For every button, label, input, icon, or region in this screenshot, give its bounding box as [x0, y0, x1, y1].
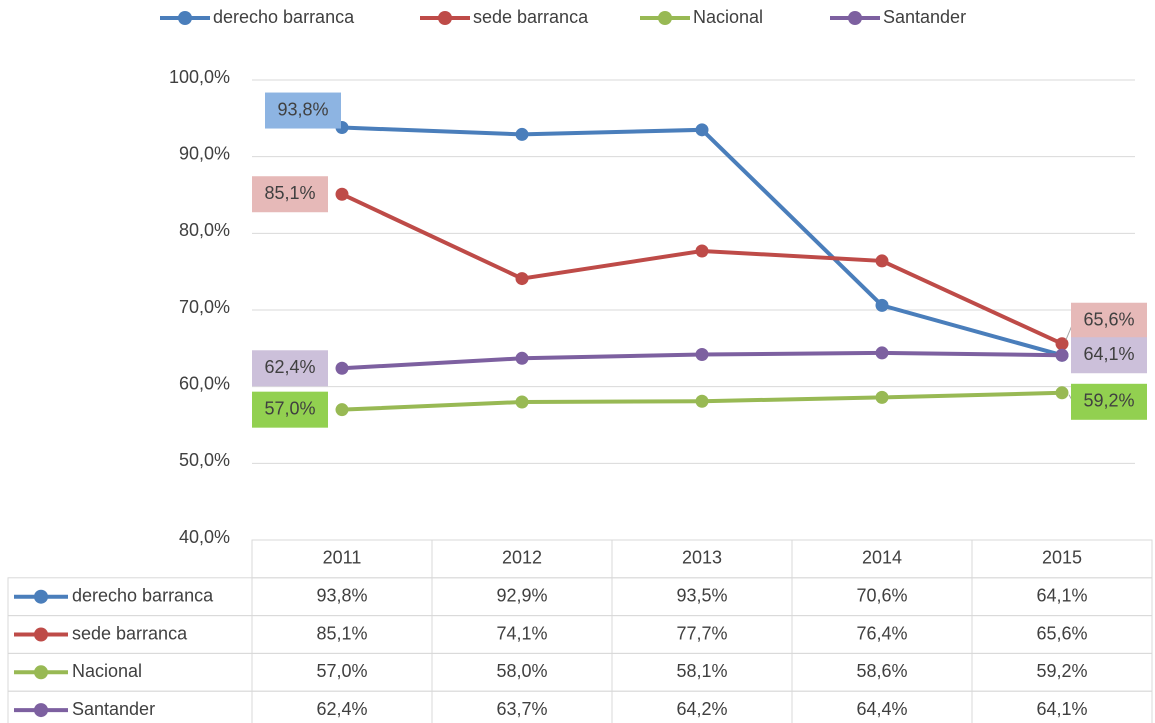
data-label: 64,1%: [1083, 344, 1134, 364]
point: [1055, 348, 1069, 362]
table-value: 58,0%: [496, 661, 547, 681]
point: [875, 254, 889, 268]
legend-label: Nacional: [693, 7, 763, 27]
data-label: 59,2%: [1083, 391, 1134, 411]
table-value: 57,0%: [316, 661, 367, 681]
y-tick-label: 100,0%: [169, 67, 230, 87]
legend-label: Santander: [883, 7, 966, 27]
point: [875, 346, 889, 360]
data-label-box: [1071, 383, 1147, 420]
table-value: 70,6%: [856, 585, 907, 605]
y-tick-label: 80,0%: [179, 220, 230, 240]
point: [695, 347, 709, 361]
data-label-box: [252, 391, 328, 428]
legend-marker: [438, 11, 452, 25]
table-value: 64,1%: [1036, 699, 1087, 719]
table-value: 85,1%: [316, 623, 367, 643]
table-cell: [971, 690, 1153, 723]
table-value: 58,1%: [676, 661, 727, 681]
x-tick-label: 2015: [1042, 548, 1082, 568]
y-tick-label: 50,0%: [179, 450, 230, 470]
table-value: 92,9%: [496, 585, 547, 605]
point: [875, 298, 889, 312]
legend-marker: [658, 11, 672, 25]
table-value: 74,1%: [496, 623, 547, 643]
table-value: 64,2%: [676, 699, 727, 719]
point: [515, 127, 529, 141]
table-value: 59,2%: [1036, 661, 1087, 681]
table-row-label: sede barranca: [72, 623, 188, 643]
data-label: 93,8%: [277, 99, 328, 119]
x-tick-label: 2012: [502, 548, 542, 568]
point: [875, 390, 889, 404]
data-label: 57,0%: [264, 398, 315, 418]
legend-marker: [178, 11, 192, 25]
data-label-box: [252, 350, 328, 387]
table-value: 62,4%: [316, 699, 367, 719]
point: [515, 351, 529, 365]
y-tick-label: 60,0%: [179, 373, 230, 393]
x-tick-label: 2014: [862, 548, 902, 568]
table-value: 58,6%: [856, 661, 907, 681]
point: [695, 244, 709, 258]
data-label-box: [1071, 302, 1147, 339]
data-label-box: [252, 176, 328, 213]
legend-label: sede barranca: [473, 7, 589, 27]
data-label-box: [1071, 337, 1147, 374]
y-tick-label: 40,0%: [179, 527, 230, 547]
table-value: 63,7%: [496, 699, 547, 719]
table-value: 65,6%: [1036, 623, 1087, 643]
table-key-marker: [34, 589, 48, 604]
series-line: [341, 125, 1063, 358]
data-label: 85,1%: [264, 183, 315, 203]
series-line: [341, 192, 1063, 346]
data-label: 65,6%: [1083, 309, 1134, 329]
table-value: 93,5%: [676, 585, 727, 605]
table-row-label: Santander: [72, 699, 155, 719]
table-value: 76,4%: [856, 623, 907, 643]
table-row-label: derecho barranca: [72, 585, 214, 605]
x-tick-label: 2011: [323, 548, 362, 568]
point: [1055, 386, 1069, 400]
data-label: 62,4%: [264, 357, 315, 377]
data-label-box: [265, 92, 341, 129]
table-key-marker: [34, 703, 48, 718]
point: [335, 361, 349, 375]
table-value: 93,8%: [316, 585, 367, 605]
table-value: 64,4%: [856, 699, 907, 719]
table-row-label: Nacional: [72, 661, 142, 681]
y-tick-label: 90,0%: [179, 143, 230, 163]
point: [515, 272, 529, 286]
table-value: 77,7%: [676, 623, 727, 643]
table-value: 64,1%: [1036, 585, 1087, 605]
point: [695, 394, 709, 408]
x-tick-label: 2013: [682, 548, 722, 568]
y-tick-label: 70,0%: [179, 297, 230, 317]
point: [695, 123, 709, 137]
legend-marker: [848, 11, 862, 25]
table-key-marker: [34, 665, 48, 680]
point: [335, 187, 349, 201]
point: [515, 395, 529, 409]
point: [1055, 337, 1069, 351]
point: [335, 403, 349, 417]
legend-label: derecho barranca: [213, 7, 355, 27]
table-key-marker: [34, 627, 48, 642]
